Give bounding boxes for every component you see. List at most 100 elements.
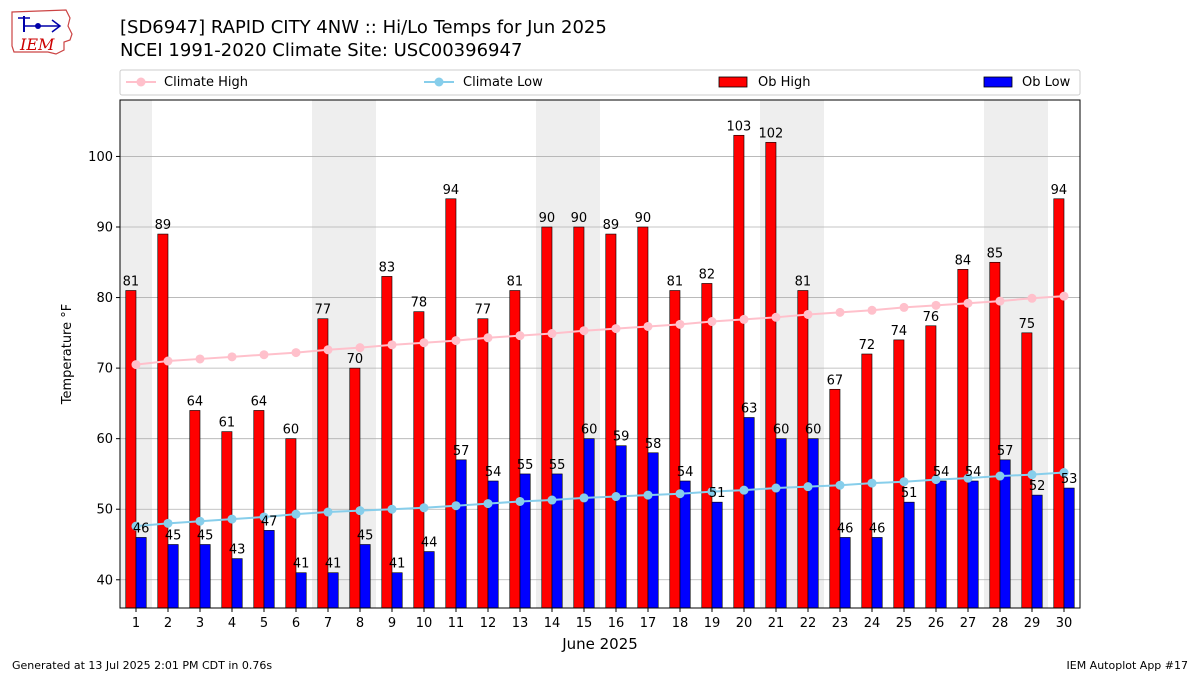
ob-low-label-1: 46 bbox=[133, 521, 150, 536]
x-tick-label-19: 19 bbox=[704, 616, 721, 631]
ob-high-bar-1 bbox=[125, 290, 137, 609]
ob-low-bar-26 bbox=[935, 480, 947, 609]
x-tick-label-2: 2 bbox=[164, 616, 172, 631]
ob-low-label-23: 46 bbox=[837, 521, 854, 536]
ob-low-bar-10 bbox=[423, 551, 435, 609]
climate-high-point-13 bbox=[515, 331, 525, 341]
x-tick-label-23: 23 bbox=[832, 616, 849, 631]
ob-low-bar-8 bbox=[359, 544, 371, 609]
ob-high-label-6: 60 bbox=[283, 423, 300, 438]
ob-high-bar-6 bbox=[285, 438, 297, 609]
ob-low-bar-7 bbox=[327, 572, 339, 609]
ob-low-bar-19 bbox=[711, 501, 723, 609]
ob-high-bar-29 bbox=[1021, 332, 1033, 609]
ob-low-bar-25 bbox=[903, 501, 915, 609]
climate-low-point-25 bbox=[899, 477, 909, 487]
y-tick-label-100: 100 bbox=[88, 150, 113, 165]
legend-box bbox=[119, 69, 1081, 96]
climate-high-point-7 bbox=[323, 345, 333, 355]
x-tick-label-7: 7 bbox=[324, 616, 332, 631]
ob-high-label-15: 90 bbox=[571, 211, 588, 226]
ob-low-label-24: 46 bbox=[869, 521, 886, 536]
plot-frame bbox=[119, 99, 1081, 609]
ob-high-bar-17 bbox=[637, 226, 649, 609]
climate-low-point-1 bbox=[131, 521, 141, 531]
ob-high-bar-5 bbox=[253, 410, 265, 609]
ob-high-bar-22 bbox=[797, 290, 809, 609]
ob-low-bar-16 bbox=[615, 445, 627, 609]
ob-low-bar-9 bbox=[391, 572, 403, 609]
ob-low-label-10: 44 bbox=[421, 536, 438, 551]
ob-high-bar-20 bbox=[733, 134, 745, 609]
x-tick-label-13: 13 bbox=[512, 616, 529, 631]
x-axis-label: June 2025 bbox=[561, 635, 638, 653]
x-tick-label-8: 8 bbox=[356, 616, 364, 631]
x-tick-label-16: 16 bbox=[608, 616, 625, 631]
x-tick-label-17: 17 bbox=[640, 616, 657, 631]
legend-ob-high-swatch bbox=[718, 76, 748, 88]
ob-high-label-22: 81 bbox=[795, 275, 812, 290]
ob-high-label-10: 78 bbox=[411, 296, 428, 311]
ob-low-label-14: 55 bbox=[549, 458, 566, 473]
ob-high-label-7: 77 bbox=[315, 303, 332, 318]
ob-high-bar-19 bbox=[701, 283, 713, 609]
climate-high-point-16 bbox=[611, 324, 621, 334]
ob-high-bar-15 bbox=[573, 226, 585, 609]
ob-high-bar-30 bbox=[1053, 198, 1065, 609]
x-tick-label-27: 27 bbox=[960, 616, 977, 631]
ob-high-label-13: 81 bbox=[507, 275, 524, 290]
ob-low-label-4: 43 bbox=[229, 543, 246, 558]
ob-low-label-5: 47 bbox=[261, 514, 278, 529]
climate-low-point-27 bbox=[963, 473, 973, 483]
ob-low-bar-2 bbox=[167, 544, 179, 609]
climate-lines bbox=[131, 291, 1069, 531]
climate-high-line bbox=[135, 295, 1065, 366]
legend: Climate High Climate Low Ob High Ob Low bbox=[119, 69, 1081, 96]
ob-low-label-20: 63 bbox=[741, 402, 758, 417]
climate-low-point-21 bbox=[771, 483, 781, 493]
ob-high-label-11: 94 bbox=[443, 183, 460, 198]
climate-low-line bbox=[135, 471, 1065, 528]
ob-low-label-8: 45 bbox=[357, 529, 374, 544]
climate-low-point-12 bbox=[483, 499, 493, 509]
climate-low-point-30 bbox=[1059, 468, 1069, 478]
ob-high-bar-2 bbox=[157, 233, 169, 609]
x-tick-label-14: 14 bbox=[544, 616, 561, 631]
x-tick-label-24: 24 bbox=[864, 616, 881, 631]
climate-high-point-26 bbox=[931, 300, 941, 310]
ob-low-label-18: 54 bbox=[677, 465, 694, 480]
ob-low-bar-21 bbox=[775, 438, 787, 609]
ob-high-bar-21 bbox=[765, 142, 777, 609]
ob-low-label-27: 54 bbox=[965, 465, 982, 480]
ob-high-bar-25 bbox=[893, 339, 905, 609]
legend-climate-low-marker bbox=[434, 77, 444, 87]
x-tick-label-5: 5 bbox=[260, 616, 268, 631]
ob-high-label-19: 82 bbox=[699, 267, 716, 282]
x-tick-label-22: 22 bbox=[800, 616, 817, 631]
ob-low-bar-24 bbox=[871, 537, 883, 609]
ob-low-bar-14 bbox=[551, 473, 563, 609]
ob-high-bar-18 bbox=[669, 290, 681, 609]
x-tick-label-4: 4 bbox=[228, 616, 236, 631]
ob-high-label-28: 85 bbox=[987, 246, 1004, 261]
x-tick-label-11: 11 bbox=[448, 616, 465, 631]
x-tick-label-21: 21 bbox=[768, 616, 785, 631]
ob-low-bar-3 bbox=[199, 544, 211, 609]
climate-high-point-14 bbox=[547, 329, 557, 339]
ob-high-bar-23 bbox=[829, 388, 841, 609]
x-tick-label-18: 18 bbox=[672, 616, 689, 631]
ob-high-label-23: 67 bbox=[827, 373, 844, 388]
ob-low-label-7: 41 bbox=[325, 557, 342, 572]
climate-low-point-20 bbox=[739, 485, 749, 495]
climate-high-point-5 bbox=[259, 350, 269, 360]
climate-low-point-14 bbox=[547, 495, 557, 505]
ob-low-label-21: 60 bbox=[773, 423, 790, 438]
climate-low-point-24 bbox=[867, 478, 877, 488]
ob-high-label-3: 64 bbox=[187, 394, 204, 409]
ob-high-label-1: 81 bbox=[123, 275, 140, 290]
climate-low-point-4 bbox=[227, 514, 237, 524]
ob-low-bar-23 bbox=[839, 537, 851, 609]
climate-high-point-18 bbox=[675, 319, 685, 329]
x-tick-label-1: 1 bbox=[132, 616, 140, 631]
climate-low-point-18 bbox=[675, 489, 685, 499]
